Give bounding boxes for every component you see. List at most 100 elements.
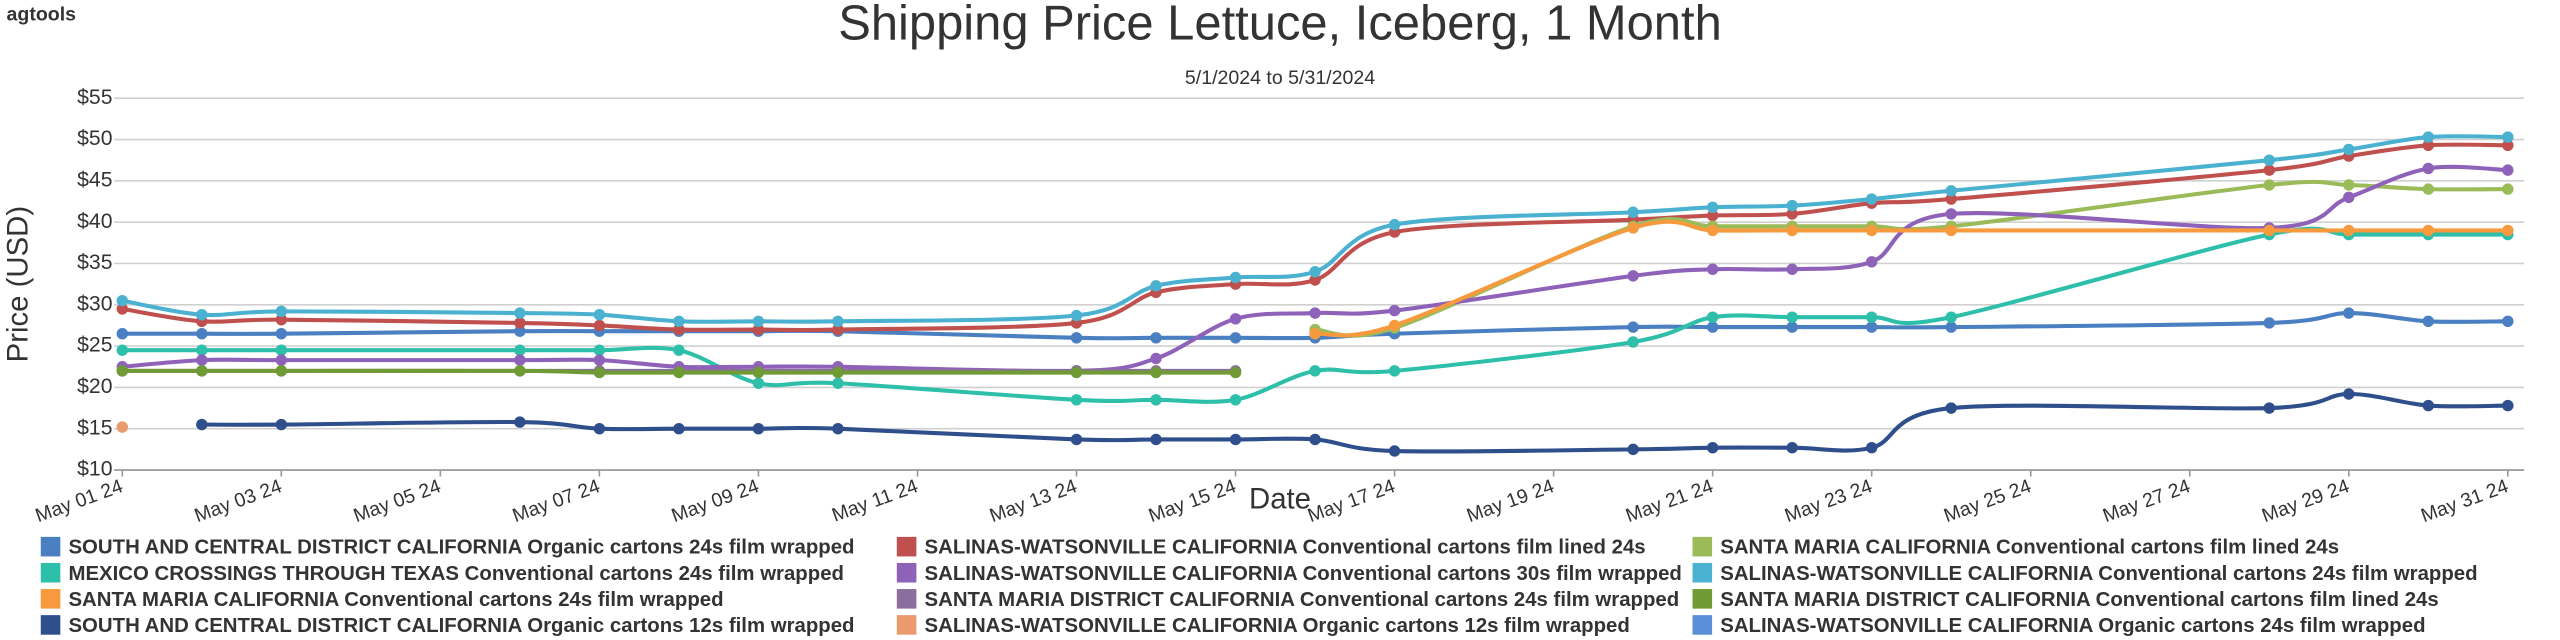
legend-label: SANTA MARIA DISTRICT CALIFORNIA Conventi…: [1720, 589, 2438, 611]
data-point: [2343, 143, 2355, 156]
x-tick-label: May 23 24: [1782, 475, 1875, 527]
x-tick-label: May 21 24: [1623, 475, 1716, 527]
data-point: [1070, 394, 1083, 406]
data-point: [116, 303, 128, 315]
series-line: [122, 226, 2508, 404]
data-point: [514, 317, 526, 329]
data-point: [275, 418, 288, 431]
data-point: [752, 377, 765, 389]
data-point: [196, 354, 208, 366]
data-point: [2422, 224, 2435, 237]
data-point: [275, 354, 288, 366]
data-point: [1786, 208, 1798, 220]
data-point: [1945, 185, 1957, 197]
legend-swatch: [1692, 536, 1713, 557]
series-line: [121, 142, 2508, 333]
y-axis-label: Price (USD): [1, 206, 34, 363]
x-tick-label: May 13 24: [987, 475, 1080, 527]
data-point: [2422, 162, 2435, 175]
legend-swatch: [1692, 589, 1713, 609]
data-point: [275, 313, 288, 326]
data-point: [514, 365, 526, 377]
data-point: [275, 305, 288, 318]
data-point: [832, 377, 844, 389]
data-point: [1865, 224, 1878, 237]
data-point: [832, 315, 844, 328]
x-tick-label: May 03 24: [192, 475, 285, 527]
y-tick-label: $55: [77, 86, 112, 109]
series-line: [122, 311, 2508, 341]
x-tick-label: May 29 24: [2259, 475, 2352, 527]
data-point: [832, 422, 844, 435]
legend-swatch: [40, 536, 61, 557]
data-point: [1786, 199, 1798, 212]
series: [116, 162, 2514, 377]
data-point: [1388, 218, 1401, 231]
data-point: [752, 323, 765, 336]
data-point: [1786, 311, 1798, 323]
legend-swatch: [896, 615, 917, 635]
data-point: [1865, 321, 1878, 333]
legend-label: SOUTH AND CENTRAL DISTRICT CALIFORNIA Or…: [68, 537, 854, 559]
x-tick-label: May 09 24: [669, 475, 762, 527]
data-point: [2422, 399, 2435, 412]
data-point: [673, 344, 685, 356]
data-point: [1865, 311, 1878, 323]
data-point: [1627, 321, 1639, 333]
data-point: [1070, 309, 1083, 322]
data-point: [2422, 139, 2435, 152]
data-point: [673, 366, 685, 379]
data-point: [1786, 263, 1798, 275]
data-point: [514, 416, 526, 428]
data-point: [1309, 433, 1321, 446]
data-point: [1309, 266, 1321, 278]
x-tick-label: May 01 24: [32, 475, 125, 527]
data-point: [1229, 394, 1242, 406]
data-point: [673, 323, 685, 336]
data-point: [2502, 131, 2514, 143]
data-point: [1388, 365, 1401, 377]
data-point: [196, 344, 208, 356]
data-point: [1627, 270, 1639, 282]
data-point: [116, 365, 128, 377]
data-point: [1786, 321, 1798, 333]
data-point: [593, 366, 606, 379]
data-point: [275, 344, 288, 356]
legend-label: SALINAS-WATSONVILLE CALIFORNIA Organic c…: [925, 615, 1630, 637]
data-point: [116, 421, 128, 433]
series-line: [1314, 219, 2508, 338]
data-point: [1945, 224, 1957, 237]
data-point: [2502, 399, 2514, 412]
data-point: [1388, 445, 1401, 457]
legend-swatch: [896, 562, 917, 583]
data-point: [2263, 164, 2275, 176]
data-point: [593, 354, 606, 366]
data-point: [2263, 154, 2275, 166]
data-point: [1865, 256, 1878, 268]
data-point: [752, 315, 765, 328]
data-point: [1627, 336, 1639, 348]
x-tick-label: May 25 24: [1941, 475, 2034, 527]
x-tick-label: May 05 24: [351, 475, 444, 527]
data-point: [514, 307, 526, 319]
chart-title: Shipping Price Lettuce, Iceberg, 1 Month: [838, 0, 1722, 50]
data-point: [2343, 224, 2355, 237]
legend-label: MEXICO CROSSINGS THROUGH TEXAS Conventio…: [68, 563, 844, 585]
data-point: [1229, 332, 1242, 344]
chart-subtitle: 5/1/2024 to 5/31/2024: [1185, 67, 1375, 89]
data-point: [1786, 224, 1798, 237]
data-point: [1945, 402, 1957, 414]
data-point: [1945, 208, 1957, 220]
data-point: [1706, 263, 1719, 275]
legend-swatch: [1692, 615, 1713, 635]
data-point: [752, 366, 765, 379]
data-point: [1388, 319, 1401, 332]
data-point: [275, 365, 288, 377]
data-point: [673, 422, 685, 435]
data-point: [2502, 183, 2514, 195]
legend-label: SANTA MARIA DISTRICT CALIFORNIA Conventi…: [925, 589, 1680, 611]
data-point: [196, 308, 208, 321]
data-point: [1706, 209, 1719, 222]
data-point: [673, 315, 685, 328]
series-line: [201, 391, 2508, 454]
